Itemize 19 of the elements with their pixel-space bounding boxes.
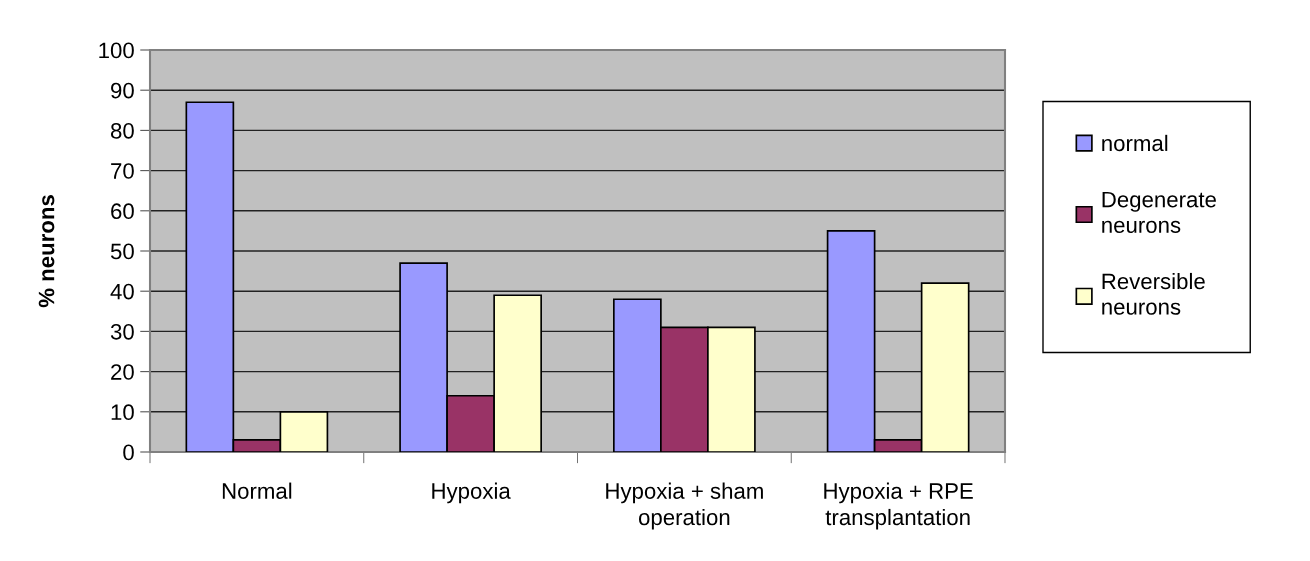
y-tick-label: 40 (110, 283, 134, 300)
x-tick-label: Hypoxia + sham operation (606, 482, 763, 530)
x-tick-label: Hypoxia (432, 482, 511, 504)
y-tick-label: 30 (110, 323, 134, 340)
legend-label: Reversible neurons (1102, 272, 1205, 315)
y-tick-label: 80 (110, 122, 134, 139)
y-tick-label: 70 (111, 163, 134, 179)
y-tick-label: 50 (110, 243, 134, 260)
legend-label: normal (1102, 134, 1168, 152)
x-tick-label: Hypoxia + RPE transplantation (824, 482, 973, 530)
y-tick-label: 10 (111, 404, 134, 421)
y-tick-label: 20 (111, 364, 134, 380)
y-tick-label: 0 (123, 444, 134, 461)
y-tick-label: 60 (111, 203, 134, 220)
y-tick-label: 90 (111, 82, 134, 99)
x-tick-label: Normal (222, 482, 292, 499)
y-tick-label: 100 (99, 42, 134, 59)
y-axis-title: % neurons (38, 195, 55, 308)
legend-label: Degenerate neurons (1102, 191, 1216, 233)
